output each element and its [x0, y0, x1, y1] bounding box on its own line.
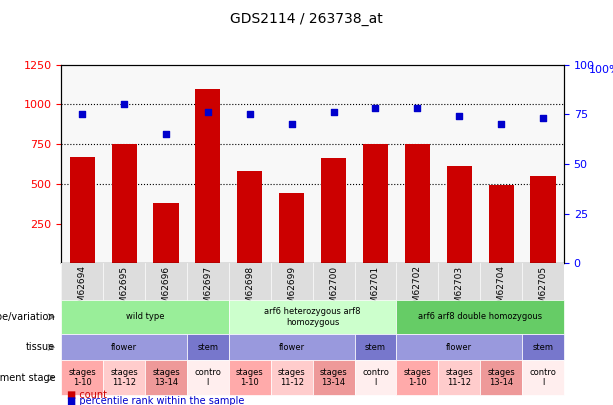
- Text: contro
l: contro l: [362, 368, 389, 387]
- Text: GSM62702: GSM62702: [413, 266, 422, 314]
- Point: [119, 101, 129, 108]
- Text: stages
11-12: stages 11-12: [278, 368, 305, 387]
- Point: [77, 111, 87, 118]
- Bar: [279, 194, 304, 263]
- Text: stages
1-10: stages 1-10: [236, 368, 264, 387]
- Text: tissue: tissue: [26, 342, 55, 352]
- Point: [538, 115, 548, 122]
- Bar: [153, 203, 178, 263]
- Text: arf6 heterozygous arf8
homozygous: arf6 heterozygous arf8 homozygous: [264, 307, 361, 326]
- Text: GSM62697: GSM62697: [204, 266, 213, 315]
- Bar: [530, 176, 555, 263]
- Point: [413, 105, 422, 112]
- Bar: [196, 89, 221, 263]
- Text: stages
13-14: stages 13-14: [320, 368, 348, 387]
- Text: development stage: development stage: [0, 373, 55, 383]
- Bar: [112, 144, 137, 263]
- Text: stem: stem: [365, 343, 386, 352]
- Bar: [447, 166, 472, 263]
- Text: stages
13-14: stages 13-14: [152, 368, 180, 387]
- Bar: [321, 158, 346, 263]
- Text: GSM62703: GSM62703: [455, 266, 464, 315]
- Text: ■ count: ■ count: [67, 390, 107, 400]
- Point: [203, 109, 213, 116]
- Text: contro
l: contro l: [530, 368, 557, 387]
- Bar: [70, 157, 95, 263]
- Point: [497, 121, 506, 128]
- Text: GSM62699: GSM62699: [287, 266, 296, 315]
- Text: stem: stem: [197, 343, 218, 352]
- Text: GSM62696: GSM62696: [161, 266, 170, 315]
- Text: contro
l: contro l: [194, 368, 221, 387]
- Text: stages
13-14: stages 13-14: [487, 368, 515, 387]
- Text: stem: stem: [533, 343, 554, 352]
- Point: [370, 105, 380, 112]
- Text: 100%: 100%: [589, 65, 613, 75]
- Text: stages
1-10: stages 1-10: [403, 368, 431, 387]
- Point: [454, 113, 464, 119]
- Bar: [363, 144, 388, 263]
- Text: flower: flower: [446, 343, 472, 352]
- Point: [287, 121, 297, 128]
- Text: stages
11-12: stages 11-12: [446, 368, 473, 387]
- Text: GSM62701: GSM62701: [371, 266, 380, 315]
- Text: GDS2114 / 263738_at: GDS2114 / 263738_at: [230, 12, 383, 26]
- Text: GSM62700: GSM62700: [329, 266, 338, 315]
- Text: GSM62695: GSM62695: [120, 266, 129, 315]
- Text: GSM62698: GSM62698: [245, 266, 254, 315]
- Text: GSM62704: GSM62704: [497, 266, 506, 314]
- Text: flower: flower: [111, 343, 137, 352]
- Text: genotype/variation: genotype/variation: [0, 312, 55, 322]
- Bar: [237, 171, 262, 263]
- Text: flower: flower: [279, 343, 305, 352]
- Bar: [489, 185, 514, 263]
- Text: ■ percentile rank within the sample: ■ percentile rank within the sample: [67, 396, 245, 405]
- Point: [329, 109, 338, 116]
- Text: stages
11-12: stages 11-12: [110, 368, 138, 387]
- Text: arf6 arf8 double homozygous: arf6 arf8 double homozygous: [418, 312, 543, 322]
- Bar: [405, 144, 430, 263]
- Text: stages
1-10: stages 1-10: [69, 368, 96, 387]
- Point: [245, 111, 255, 118]
- Text: GSM62705: GSM62705: [538, 266, 547, 315]
- Point: [161, 131, 171, 138]
- Text: GSM62694: GSM62694: [78, 266, 87, 314]
- Text: wild type: wild type: [126, 312, 164, 322]
